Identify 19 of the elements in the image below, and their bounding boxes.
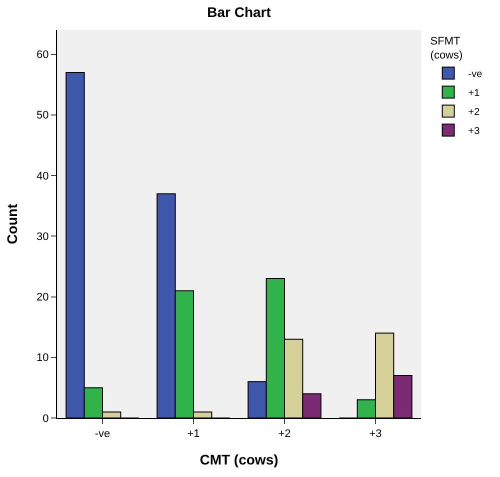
legend-label: +1: [468, 88, 480, 99]
y-tick-label: 20: [36, 292, 49, 304]
x-tick-label: +1: [187, 428, 200, 440]
x-tick-label: +2: [278, 428, 291, 440]
x-axis-title: CMT (cows): [200, 452, 278, 468]
x-tick-label: +3: [369, 428, 382, 440]
legend-label: -ve: [468, 69, 483, 80]
y-tick-label: 10: [36, 352, 49, 364]
chart-title: Bar Chart: [207, 4, 272, 20]
y-tick-label: 60: [36, 49, 49, 62]
legend-label: +2: [468, 107, 480, 118]
x-tick-label: -ve: [94, 428, 110, 440]
legend-label: +3: [468, 126, 480, 137]
y-axis-title: Count: [4, 203, 20, 244]
y-tick-label: 30: [36, 230, 49, 243]
legend-title: SFMT (cows): [430, 35, 463, 62]
y-tick-label: 0: [42, 412, 49, 425]
y-tick-label: 40: [36, 170, 49, 182]
y-tick-label: 50: [36, 110, 49, 122]
